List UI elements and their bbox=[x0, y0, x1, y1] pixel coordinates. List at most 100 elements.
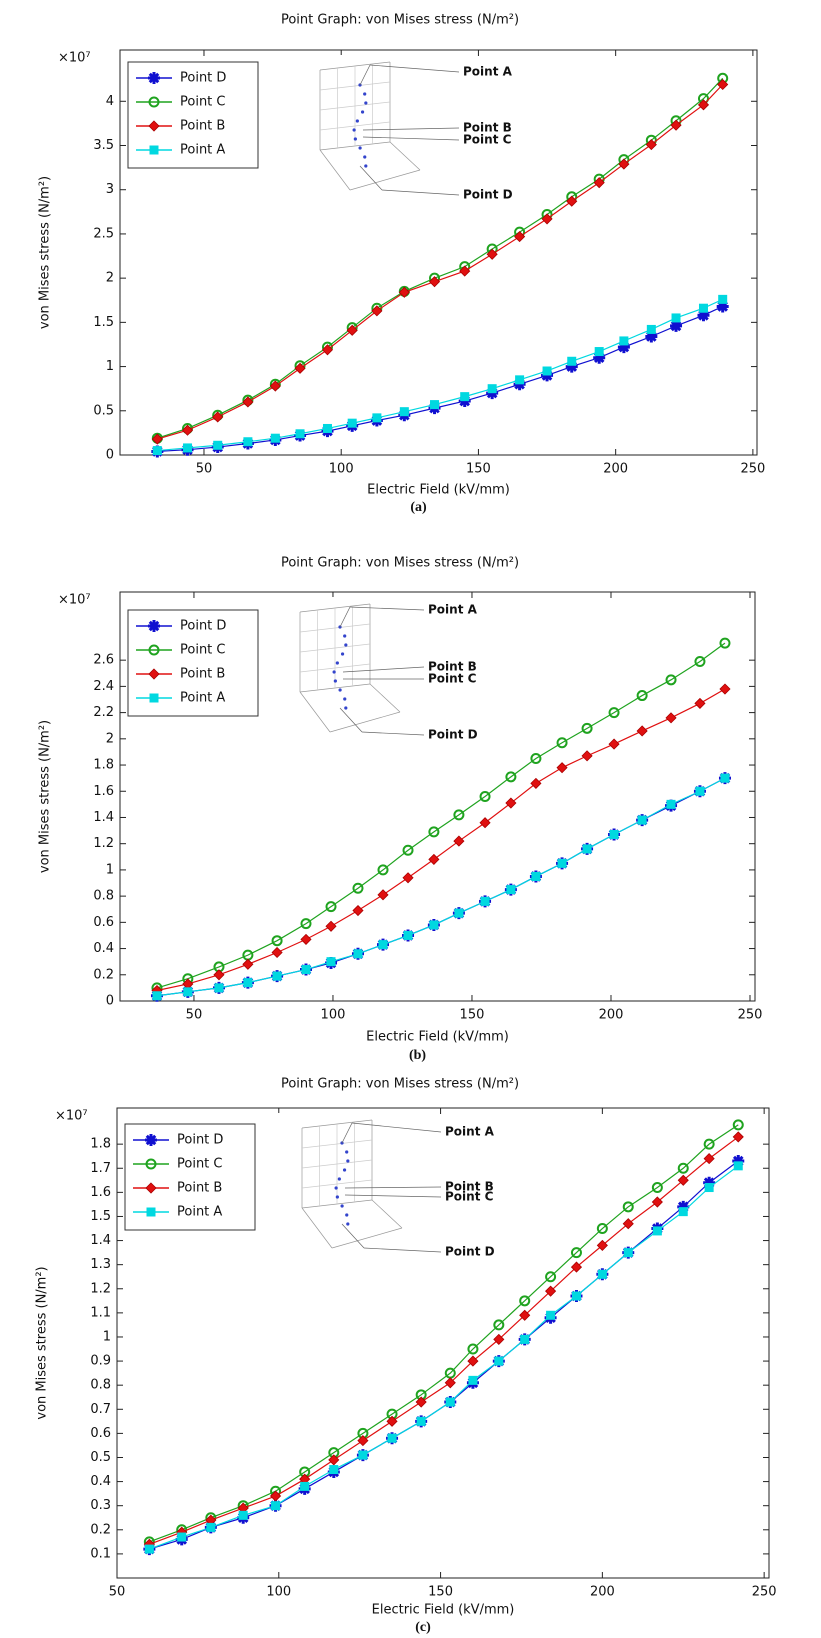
y-tick-label: 1.8 bbox=[93, 758, 114, 773]
y-tick-label: 3 bbox=[106, 182, 114, 197]
series-line bbox=[149, 1165, 739, 1550]
x-tick-label: 150 bbox=[466, 462, 491, 477]
inset-label: Point A bbox=[445, 1125, 495, 1139]
inset-label: Point D bbox=[445, 1245, 495, 1259]
marker bbox=[593, 177, 605, 189]
inset-dot bbox=[345, 1150, 349, 1154]
y-multiplier: ×10⁷ bbox=[58, 593, 91, 608]
marker bbox=[487, 384, 497, 394]
inset-dot bbox=[353, 137, 357, 141]
inset-line bbox=[389, 141, 421, 171]
marker bbox=[733, 1161, 743, 1171]
y-tick-label: 4 bbox=[106, 94, 114, 109]
marker bbox=[622, 1201, 634, 1213]
marker bbox=[596, 1239, 608, 1251]
marker bbox=[703, 1138, 715, 1150]
marker bbox=[183, 443, 193, 453]
marker bbox=[581, 722, 593, 734]
series-line bbox=[156, 642, 726, 989]
marker bbox=[300, 933, 312, 945]
marker bbox=[453, 809, 465, 821]
marker bbox=[542, 366, 552, 376]
inset-line bbox=[339, 707, 363, 733]
marker bbox=[619, 336, 629, 346]
legend-label: Point A bbox=[180, 143, 225, 158]
legend-marker bbox=[149, 693, 159, 703]
legend-marker bbox=[145, 1182, 157, 1194]
marker bbox=[645, 139, 657, 151]
inset-line bbox=[351, 1122, 442, 1133]
marker bbox=[566, 195, 578, 207]
y-axis-label: von Mises stress (N/m²) bbox=[38, 176, 53, 329]
marker bbox=[636, 725, 648, 737]
marker bbox=[557, 858, 567, 868]
y-tick-label: 1.7 bbox=[90, 1161, 111, 1176]
marker bbox=[329, 1465, 339, 1475]
x-tick-label: 100 bbox=[266, 1585, 291, 1600]
marker bbox=[677, 1162, 689, 1174]
marker bbox=[242, 958, 254, 970]
marker bbox=[545, 1285, 557, 1297]
inset-line bbox=[299, 663, 371, 673]
inset-bg bbox=[295, 55, 453, 210]
marker bbox=[556, 762, 568, 774]
legend-label: Point B bbox=[180, 667, 225, 682]
inset-line bbox=[362, 127, 460, 131]
marker bbox=[677, 1174, 689, 1186]
inset-line bbox=[319, 149, 351, 191]
inset-dot bbox=[335, 1195, 339, 1199]
inset-dot bbox=[338, 688, 342, 692]
marker bbox=[636, 690, 648, 702]
inset-line bbox=[342, 666, 425, 673]
chart-title: Point Graph: von Mises stress (N/m²) bbox=[281, 556, 519, 571]
marker bbox=[346, 324, 358, 336]
y-tick-label: 1 bbox=[106, 359, 114, 374]
marker bbox=[326, 957, 336, 967]
legend-marker bbox=[146, 1207, 156, 1217]
marker bbox=[352, 904, 364, 917]
marker bbox=[300, 1481, 310, 1491]
marker bbox=[377, 864, 389, 876]
marker bbox=[459, 265, 471, 277]
marker bbox=[321, 344, 334, 356]
y-tick-label: 0.8 bbox=[90, 1378, 111, 1393]
inset-line bbox=[344, 1194, 442, 1198]
marker bbox=[704, 1183, 714, 1193]
y-tick-label: 1.3 bbox=[90, 1257, 111, 1272]
inset-dot bbox=[346, 1159, 350, 1163]
marker bbox=[358, 1450, 368, 1460]
marker bbox=[444, 1377, 456, 1389]
inset-line bbox=[349, 606, 425, 611]
marker bbox=[556, 737, 568, 749]
y-tick-label: 1 bbox=[106, 862, 114, 877]
inset-dot bbox=[343, 634, 347, 638]
inset-dot bbox=[360, 110, 365, 114]
legend-marker bbox=[145, 1134, 157, 1146]
legend-marker bbox=[148, 120, 160, 132]
marker bbox=[716, 300, 729, 313]
y-tick-label: 1 bbox=[103, 1329, 111, 1344]
legend-marker bbox=[148, 96, 160, 108]
marker bbox=[531, 871, 541, 881]
marker bbox=[695, 786, 705, 796]
x-axis-label: Electric Field (kV/mm) bbox=[366, 1030, 509, 1045]
y-tick-label: 1.1 bbox=[90, 1305, 111, 1320]
marker bbox=[645, 330, 658, 343]
x-tick-label: 100 bbox=[329, 462, 354, 477]
legend-marker bbox=[148, 644, 160, 656]
marker bbox=[608, 707, 620, 719]
marker bbox=[415, 1396, 427, 1408]
marker bbox=[719, 683, 731, 695]
marker bbox=[270, 433, 280, 443]
x-tick-label: 200 bbox=[590, 1585, 615, 1600]
legend-label: Point C bbox=[180, 643, 226, 658]
y-tick-label: 1.6 bbox=[93, 784, 114, 799]
marker bbox=[183, 987, 193, 997]
legend-marker bbox=[148, 668, 160, 680]
inset-line bbox=[371, 1199, 403, 1229]
inset-line bbox=[359, 64, 371, 86]
inset-dot bbox=[343, 697, 347, 701]
series-line bbox=[157, 298, 723, 452]
y-tick-label: 0.3 bbox=[90, 1498, 111, 1513]
marker bbox=[242, 396, 254, 408]
